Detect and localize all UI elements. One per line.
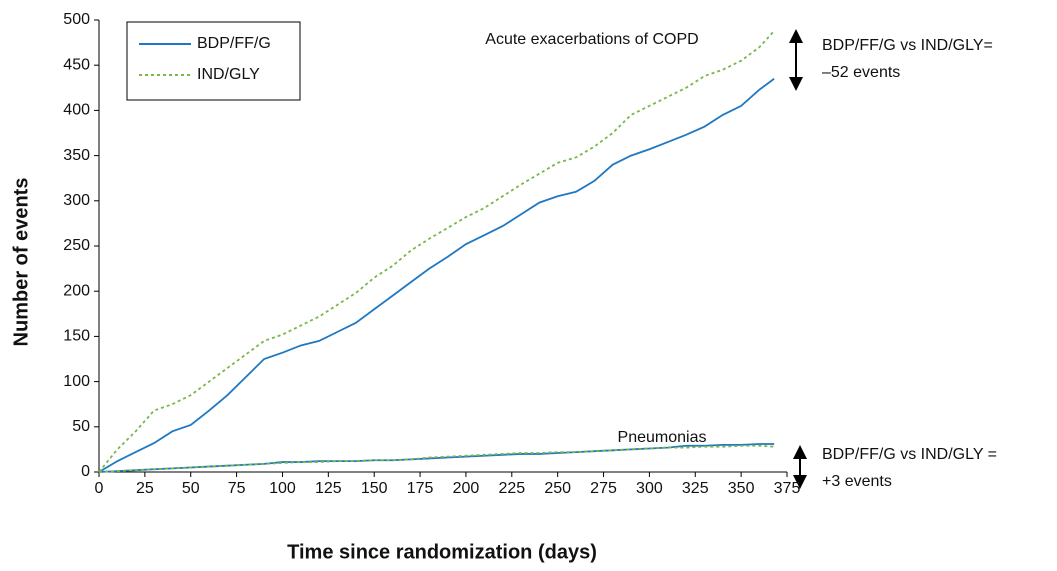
x-tick-label: 125 bbox=[315, 480, 342, 497]
x-tick-label: 375 bbox=[774, 480, 801, 497]
x-tick-label: 0 bbox=[95, 480, 104, 497]
legend-label: IND/GLY bbox=[197, 66, 260, 83]
x-tick-label: 275 bbox=[590, 480, 617, 497]
y-tick-label: 300 bbox=[63, 192, 90, 209]
x-tick-label: 200 bbox=[453, 480, 480, 497]
x-tick-label: 175 bbox=[407, 480, 434, 497]
legend-box bbox=[126, 21, 301, 101]
x-tick-label: 325 bbox=[682, 480, 709, 497]
group-label: Pneumonias bbox=[618, 429, 707, 446]
group-label: Acute exacerbations of COPD bbox=[485, 31, 698, 48]
x-tick-label: 250 bbox=[544, 480, 571, 497]
y-tick-label: 450 bbox=[63, 56, 90, 73]
annotation: –52 events bbox=[822, 64, 900, 81]
y-tick-label: 400 bbox=[63, 102, 90, 119]
y-tick-label: 350 bbox=[63, 147, 90, 164]
y-tick-label: 0 bbox=[81, 463, 90, 480]
y-tick-label: 150 bbox=[63, 328, 90, 345]
y-tick-label: 100 bbox=[63, 373, 90, 390]
y-axis-title: Number of events bbox=[10, 178, 32, 347]
series-line bbox=[98, 30, 775, 473]
annotation: +3 events bbox=[822, 473, 892, 490]
x-tick-label: 50 bbox=[182, 480, 200, 497]
legend-label: BDP/FF/G bbox=[197, 35, 271, 52]
x-tick-label: 150 bbox=[361, 480, 388, 497]
y-tick-label: 50 bbox=[72, 418, 90, 435]
x-tick-label: 350 bbox=[728, 480, 755, 497]
x-tick-label: 25 bbox=[136, 480, 154, 497]
series-line bbox=[98, 444, 775, 473]
x-tick-label: 225 bbox=[498, 480, 525, 497]
annotation: BDP/FF/G vs IND/GLY = bbox=[822, 446, 997, 463]
x-axis-title: Time since randomization (days) bbox=[287, 541, 597, 563]
x-tick-label: 100 bbox=[269, 480, 296, 497]
x-tick-label: 75 bbox=[228, 480, 246, 497]
y-tick-label: 200 bbox=[63, 282, 90, 299]
annotation: BDP/FF/G vs IND/GLY= bbox=[822, 37, 993, 54]
y-tick-label: 250 bbox=[63, 237, 90, 254]
x-tick-label: 300 bbox=[636, 480, 663, 497]
series-line bbox=[98, 78, 775, 473]
y-tick-label: 500 bbox=[63, 11, 90, 28]
